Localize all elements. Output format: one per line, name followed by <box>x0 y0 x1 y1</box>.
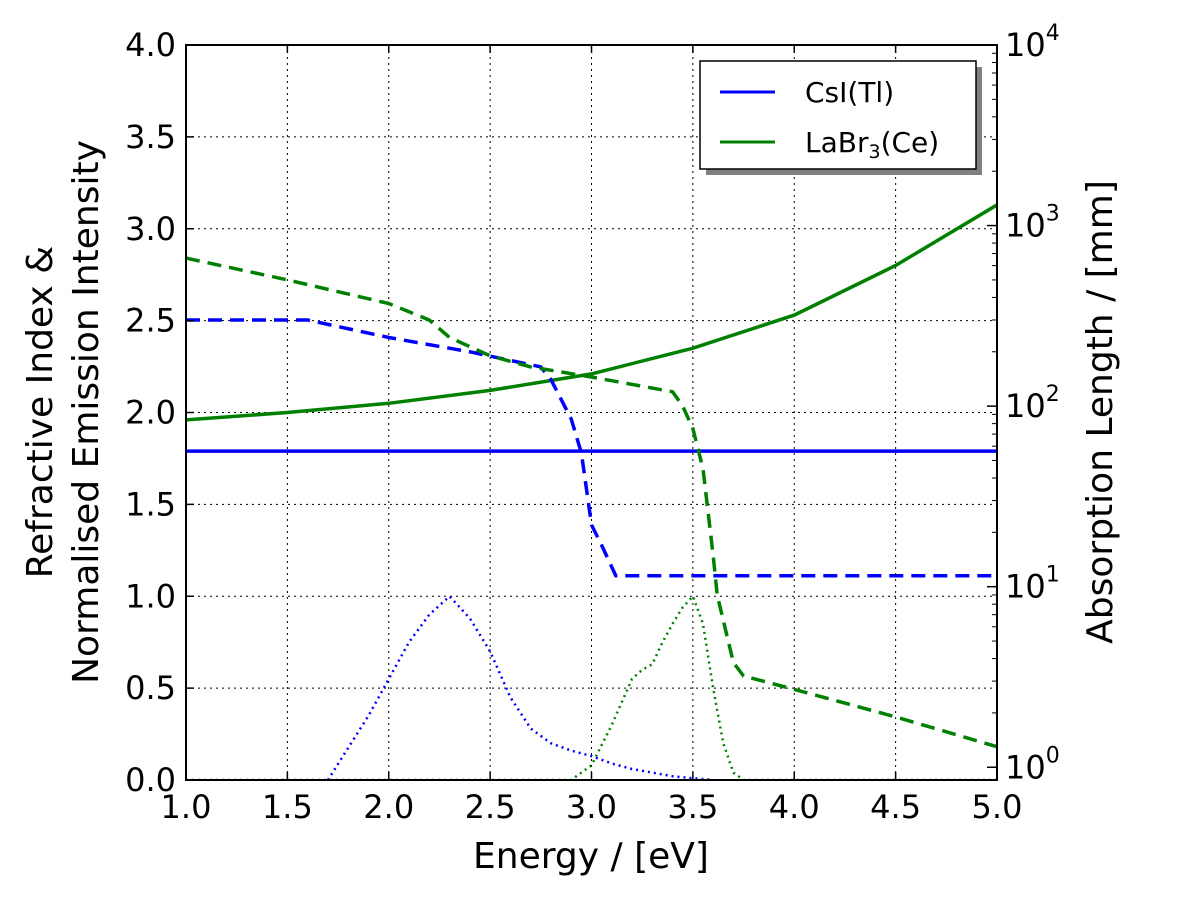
y-right-axis-label-text: Absorption Length / [mm] <box>1080 180 1121 644</box>
ticks-layer <box>185 44 998 781</box>
y-right-axis-label: Absorption Length / [mm] <box>1080 180 1121 644</box>
y-left-axis-label: Refractive Index & Normalised Emission I… <box>20 140 107 684</box>
x-axis-label: Energy / [eV] <box>473 836 709 877</box>
x-tick-label: 3.5 <box>667 788 718 826</box>
y-right-tick-exponent: 1 <box>1046 563 1060 588</box>
series-layer <box>186 203 997 780</box>
y-left-tick-label: 4.0 <box>125 26 176 64</box>
y-right-tick-exponent: 2 <box>1046 382 1060 407</box>
y-right-tick-base: 10 <box>1005 748 1046 786</box>
y-left-axis-label-line1: Refractive Index & <box>20 246 61 579</box>
x-tick-label: 4.5 <box>870 788 921 826</box>
legend-label-labr-sub: 3 <box>868 141 880 163</box>
y-right-tick-label: 104 <box>1005 21 1060 64</box>
y-right-tick-exponent: 0 <box>1046 743 1060 768</box>
y-left-tick-labels: 0.0 0.5 1.0 1.5 2.0 2.5 3.0 3.5 4.0 <box>125 26 176 799</box>
series-csi-tl-dashed <box>186 318 997 578</box>
y-right-tick-base: 10 <box>1005 387 1046 425</box>
series-labr3-ce-dashed <box>186 256 997 749</box>
legend-label-labr: LaBr3(Ce) <box>805 126 939 163</box>
y-right-tick-base: 10 <box>1005 568 1046 606</box>
y-right-tick-exponent: 4 <box>1046 21 1060 46</box>
x-tick-label: 5.0 <box>972 788 1023 826</box>
y-left-tick-label: 1.5 <box>125 485 176 523</box>
y-left-tick-label: 3.0 <box>125 210 176 248</box>
legend-label-csi: CsI(Tl) <box>805 76 894 109</box>
x-tick-label: 1.5 <box>262 788 313 826</box>
series-labr3-ce-dotted <box>186 593 997 780</box>
y-left-tick-label: 0.5 <box>125 669 176 707</box>
legend-box <box>699 60 977 170</box>
y-right-tick-exponent: 3 <box>1046 202 1060 227</box>
y-right-tick-label: 103 <box>1005 202 1060 245</box>
legend: CsI(Tl) LaBr3(Ce) <box>699 60 982 175</box>
y-right-tick-label: 100 <box>1005 743 1060 786</box>
y-left-tick-label: 1.0 <box>125 577 176 615</box>
x-tick-label: 2.5 <box>465 788 516 826</box>
y-left-tick-label: 2.0 <box>125 394 176 432</box>
x-tick-label: 3.0 <box>566 788 617 826</box>
legend-label-labr-main: LaBr <box>805 126 869 159</box>
x-tick-label: 4.0 <box>769 788 820 826</box>
y-left-tick-label: 2.5 <box>125 302 176 340</box>
series-labr3-ce-solid <box>186 203 997 422</box>
y-left-axis-label-line2: Normalised Emission Intensity <box>66 140 107 684</box>
x-tick-label: 1.0 <box>161 788 212 826</box>
y-left-tick-label: 3.5 <box>125 118 176 156</box>
y-left-tick-label: 0.0 <box>125 761 176 799</box>
x-tick-labels: 1.0 1.5 2.0 2.5 3.0 3.5 4.0 4.5 5.0 <box>161 788 1023 826</box>
y-right-tick-label: 102 <box>1005 382 1060 425</box>
y-right-tick-base: 10 <box>1005 26 1046 64</box>
y-right-tick-label: 101 <box>1005 563 1060 606</box>
y-right-tick-base: 10 <box>1005 207 1046 245</box>
x-tick-label: 2.0 <box>363 788 414 826</box>
legend-label-labr-tail: (Ce) <box>881 126 940 159</box>
